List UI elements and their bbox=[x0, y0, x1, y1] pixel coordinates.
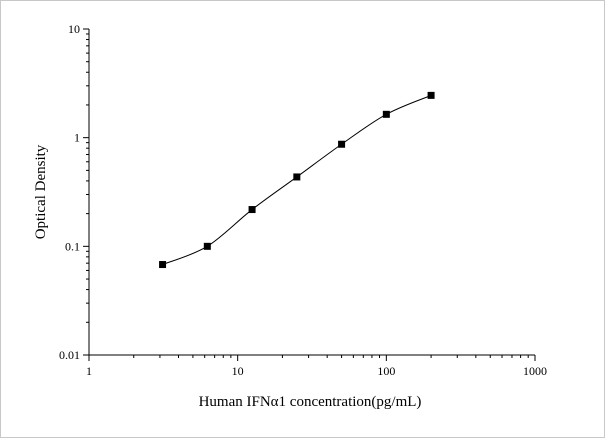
axes bbox=[88, 29, 535, 356]
x-tick-label: 10 bbox=[232, 364, 244, 378]
data-point-square bbox=[203, 242, 211, 250]
ticks: 1 10 100 1000 0.01 0.1 1 10 bbox=[59, 22, 547, 378]
data-point-square bbox=[293, 173, 301, 181]
x-tick-label: 1 bbox=[86, 364, 92, 378]
data-point-square bbox=[427, 91, 435, 99]
data-point-square bbox=[382, 110, 390, 118]
data-point-square bbox=[159, 261, 167, 269]
y-tick-label: 0.01 bbox=[59, 348, 80, 362]
x-tick-label: 100 bbox=[377, 364, 395, 378]
data-point-square bbox=[248, 206, 256, 214]
y-tick-label: 10 bbox=[68, 22, 80, 36]
data-point-square bbox=[338, 140, 346, 148]
y-axis-title: Optical Density bbox=[33, 144, 49, 239]
x-axis-title: Human IFNα1 concentration(pg/mL) bbox=[199, 394, 422, 410]
y-tick-label: 0.1 bbox=[65, 239, 80, 253]
series bbox=[159, 91, 435, 269]
y-tick-label: 1 bbox=[74, 131, 80, 145]
x-tick-label: 1000 bbox=[523, 364, 547, 378]
